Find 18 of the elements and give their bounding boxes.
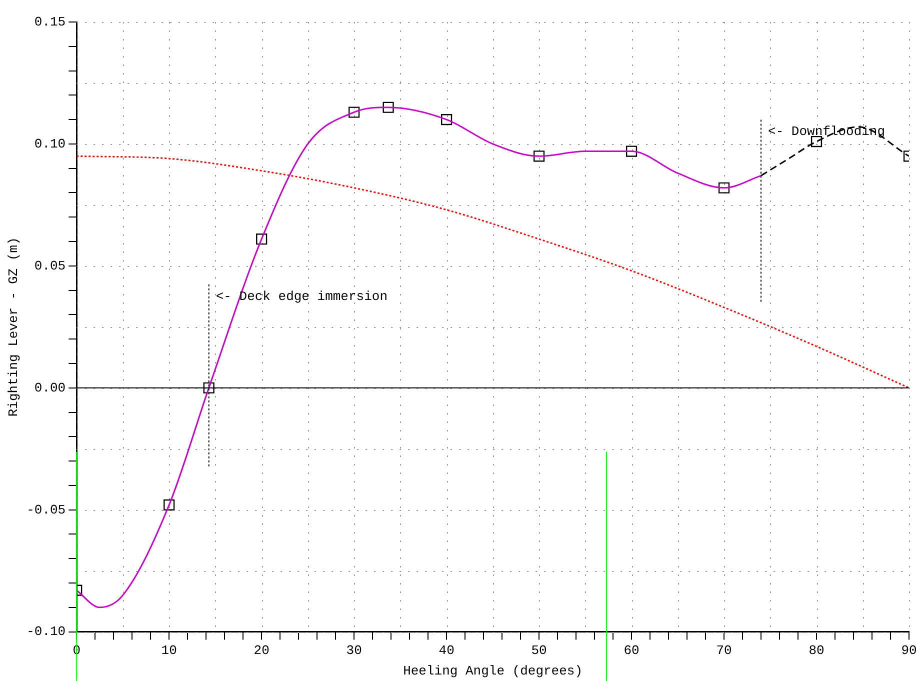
- x-tick-label: 30: [346, 643, 362, 658]
- x-tick-label: 20: [254, 643, 270, 658]
- x-tick-label: 50: [531, 643, 547, 658]
- x-tick-label: 10: [161, 643, 177, 658]
- y-tick-label: 0.05: [34, 258, 66, 274]
- x-tick-label: 40: [438, 643, 454, 658]
- y-axis-title: Righting Lever - GZ (m): [6, 237, 22, 417]
- y-tick-label: -0.05: [26, 502, 66, 518]
- x-tick-label: 70: [716, 643, 732, 658]
- y-tick-label: -0.10: [26, 624, 66, 640]
- y-tick-label: 0.15: [34, 14, 66, 30]
- y-tick-label: 0.10: [34, 136, 66, 152]
- x-tick-label: 60: [624, 643, 640, 658]
- x-tick-label: 80: [808, 643, 824, 658]
- ref-line-label: <- Deck edge immersion: [216, 288, 388, 304]
- x-axis-title: Heeling Angle (degrees): [403, 664, 583, 679]
- y-tick-label: 0.00: [34, 380, 66, 396]
- x-tick-label: 90: [901, 643, 917, 658]
